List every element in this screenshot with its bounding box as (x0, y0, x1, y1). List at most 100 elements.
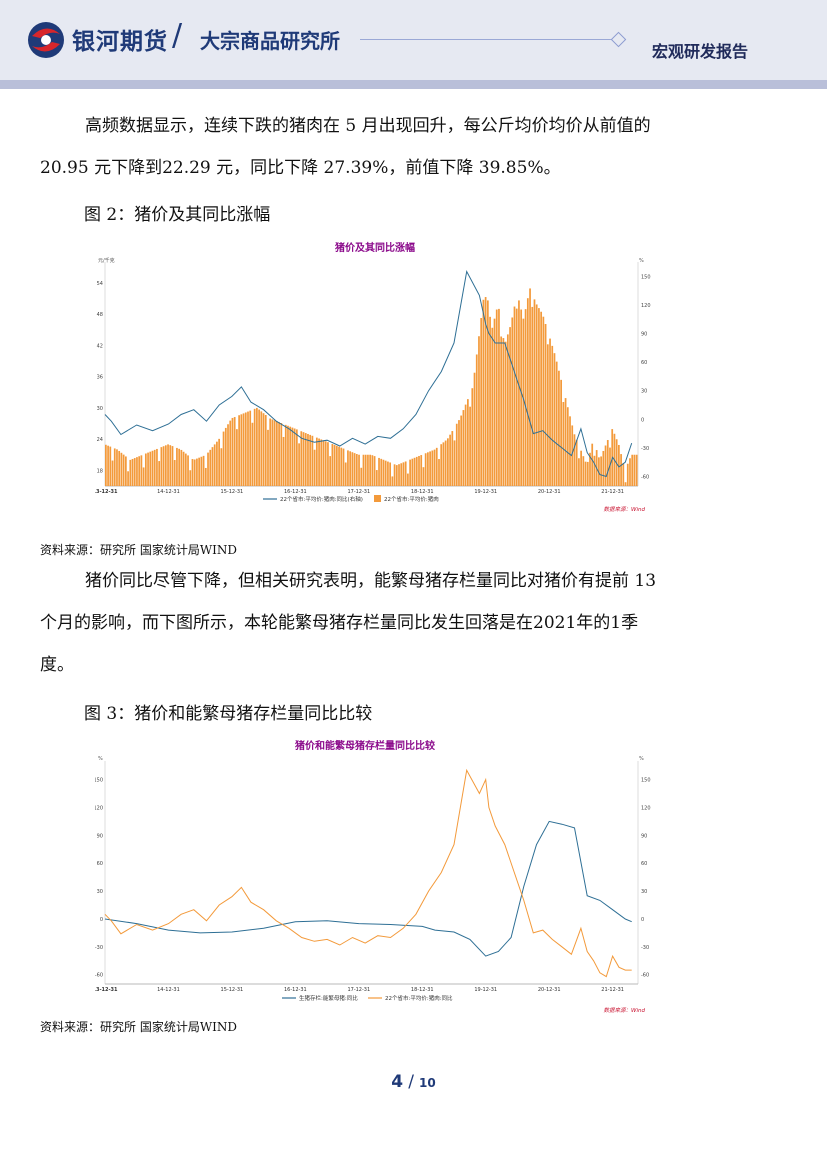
chart1-price-bar (451, 431, 454, 486)
chart1-price-bar (105, 444, 107, 486)
chart1-price-bar (540, 311, 543, 486)
header-decor-line (360, 39, 616, 40)
chart1-price-bar (133, 458, 136, 486)
chart1-x-tick-label: 13-12-31 (95, 489, 118, 495)
paragraph-2-line-2: 个月的影响，而下图所示，本轮能繁母猪存栏量同比发生回落是在2021年的1季 (40, 613, 639, 633)
chart1-price-bar (580, 450, 582, 486)
chart1-price-bar (238, 415, 240, 486)
page-header: 银河期货 / 大宗商品研究所 宏观研发报告 (0, 0, 827, 80)
chart1-price-bar (282, 436, 285, 486)
chart1-x-tick-label: 14-12-31 (157, 489, 180, 495)
chart1-left-tick-label: 36 (97, 375, 103, 381)
chart1-price-bar (262, 413, 265, 486)
chart1-price-bar (327, 442, 329, 486)
chart1-price-bar (220, 448, 223, 486)
chart1-price-bar (147, 452, 149, 486)
chart1-left-tick-label: 54 (97, 281, 103, 287)
chart1-price-bar (358, 454, 360, 486)
chart1-price-bar (513, 306, 516, 486)
chart1-price-bar (402, 462, 405, 486)
chart1-price-bar (347, 450, 349, 486)
chart1-price-bar (531, 306, 534, 486)
chart1-price-bar (562, 402, 565, 486)
chart1-price-bar (380, 458, 383, 486)
chart1-price-bar (578, 458, 580, 486)
chart1-price-bar (173, 460, 176, 486)
chart2-legend-pork-label: 22个省市:平均价:猪肉:同比 (385, 994, 453, 1002)
chart1-price-bar (375, 470, 378, 486)
chart1-price-bar (329, 456, 332, 486)
chart1-price-bar (478, 336, 480, 486)
chart1-price-bar (524, 309, 527, 486)
chart1-price-bar (411, 458, 414, 486)
chart1-right-tick-label: 30 (641, 389, 647, 395)
chart1-price-bar (509, 327, 511, 486)
chart1-price-bar (462, 410, 465, 486)
chart1-price-bar (424, 453, 427, 486)
chart1-price-bar (176, 447, 178, 486)
chart1-price-bar (515, 308, 518, 486)
chart1-price-bar (315, 437, 318, 486)
chart2-left-tick-label: -30 (95, 945, 103, 951)
figure-2-source: 资料来源：研究所 国家统计局WIND (40, 543, 238, 557)
chart2-right-tick-label: 90 (641, 833, 647, 839)
chart1-price-bar (464, 404, 467, 486)
yinhe-logo-icon (28, 22, 64, 58)
chart1-price-bar (355, 454, 358, 486)
chart2-x-tick-label: 15-12-31 (221, 987, 244, 993)
chart1-price-bar (602, 450, 605, 486)
chart1-price-bar (118, 450, 121, 486)
chart1-price-bar (389, 462, 391, 486)
chart1-price-bar (564, 398, 567, 486)
institute-name: 大宗商品研究所 (200, 29, 340, 53)
chart1-price-bar (269, 418, 272, 486)
chart1-price-bar (335, 445, 338, 486)
chart2-left-tick-label: 120 (95, 805, 103, 811)
chart1-price-bar (140, 455, 143, 486)
chart1-left-tick-label: 18 (97, 468, 103, 474)
chart1-x-tick-label: 21-12-31 (601, 489, 624, 495)
chart1-price-bar (409, 459, 411, 486)
chart1-price-bar (202, 455, 205, 486)
chart2-right-tick-label: 0 (641, 917, 644, 923)
chart2-left-tick-label: 90 (97, 833, 103, 839)
chart2-right-tick-label: 60 (641, 861, 647, 867)
chart1-price-bar (435, 447, 438, 486)
chart1-legend-line-label: 22个省市:平均价:猪肉:同比(右轴) (280, 495, 363, 503)
chart1-price-bar (473, 372, 476, 486)
chart1-right-tick-label: 0 (641, 417, 644, 423)
chart1-price-bar (429, 451, 431, 486)
chart1-price-bar (231, 417, 234, 486)
chart1-price-bar (591, 443, 594, 486)
chart1-price-bar (227, 424, 229, 486)
chart1-price-bar (635, 454, 638, 486)
chart1-price-bar (153, 449, 156, 486)
chart1-price-bar (404, 461, 407, 486)
chart1-price-bar (289, 426, 292, 486)
chart1-price-bar (156, 448, 158, 486)
chart1-price-bar (558, 370, 560, 486)
chart1-left-tick-label: 42 (97, 343, 103, 349)
chart1-price-bar (500, 336, 503, 486)
chart1-price-bar (475, 354, 478, 486)
chart1-price-bar (362, 454, 365, 486)
chart1-price-bar (626, 463, 629, 486)
chart1-left-tick-label: 48 (97, 312, 103, 318)
chart1-price-bar (229, 420, 232, 486)
chart1-price-bar (218, 438, 220, 486)
chart2-x-tick-label: 18-12-31 (411, 987, 434, 993)
chart1-price-bar (582, 456, 585, 486)
chart1-price-bar (353, 453, 356, 486)
chart1-price-bar (253, 408, 256, 486)
chart1-price-bar (324, 441, 327, 486)
chart1-price-bar (533, 299, 536, 486)
chart1-price-bar (160, 447, 163, 486)
chart1-price-bar (331, 444, 334, 486)
chart1-price-bar (606, 440, 609, 486)
chart1-price-bar (295, 429, 298, 486)
chart1-price-bar (575, 439, 578, 486)
chart1-price-bar (449, 434, 451, 486)
chart1-price-bar (276, 421, 278, 486)
chart1-price-bar (382, 459, 385, 486)
chart1-price-bar (407, 473, 409, 486)
